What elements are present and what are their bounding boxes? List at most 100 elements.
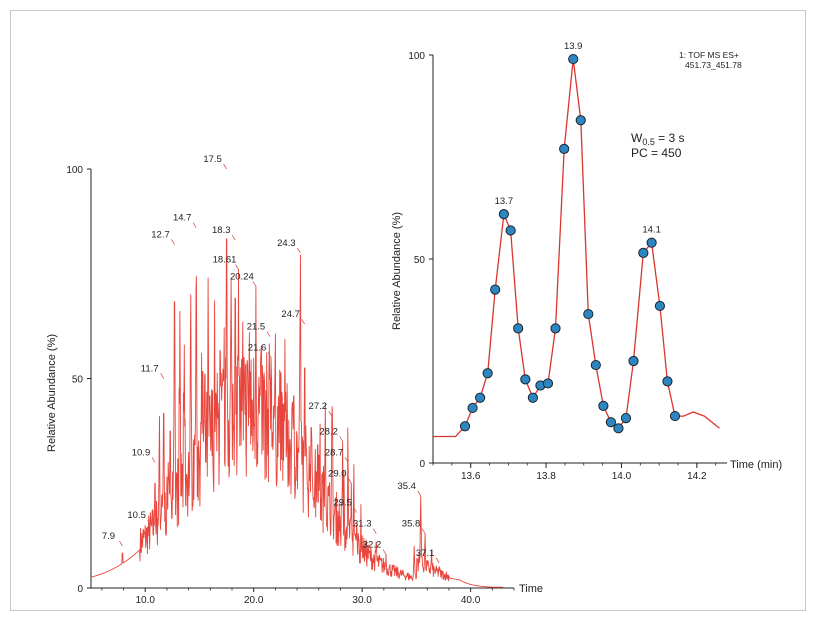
left-peak-leader bbox=[339, 436, 343, 442]
left-peak-label-text: 17.5 bbox=[203, 154, 222, 165]
left-peak-label: 10.9 bbox=[132, 447, 156, 463]
left-peak-label: 14.7 bbox=[173, 213, 197, 228]
left-peak-leader bbox=[192, 222, 197, 228]
right-x-tick-14.0: 14.0 bbox=[612, 471, 632, 482]
data-point-marker bbox=[467, 402, 478, 414]
left-y-axis-title: Relative Abundance (%) bbox=[46, 334, 58, 452]
left-peak-label-text: 29.0 bbox=[328, 468, 347, 479]
data-point-marker bbox=[520, 374, 531, 385]
left-peak-label-text: 20.24 bbox=[230, 271, 254, 282]
left-peak-leader bbox=[231, 235, 236, 241]
peak-width-value: = 3 s bbox=[655, 131, 685, 145]
data-point-marker bbox=[605, 417, 617, 428]
left-peak-label: 32.2 bbox=[363, 539, 387, 555]
left-peak-label: 31.3 bbox=[353, 519, 377, 534]
left-x-tick-30: 30.0 bbox=[352, 595, 372, 606]
left-peak-label-text: 35.4 bbox=[397, 481, 416, 492]
left-peak-label-text: 24.7 bbox=[281, 309, 300, 320]
left-peak-label-text: 18.61 bbox=[213, 255, 237, 266]
data-point-marker bbox=[550, 323, 561, 334]
left-peak-leader bbox=[267, 352, 272, 358]
data-point-marker bbox=[654, 300, 666, 312]
peak-capacity-annotation: PC = 450 bbox=[631, 146, 682, 160]
instrument-line-2: 451.73_451.78 bbox=[685, 60, 742, 70]
data-point-marker bbox=[482, 368, 493, 379]
left-peak-label: 28.7 bbox=[325, 447, 349, 463]
left-peak-label: 17.5 bbox=[203, 154, 227, 170]
left-peak-leader bbox=[223, 163, 227, 170]
left-peak-leader bbox=[266, 331, 271, 337]
chromatogram-figure: Relative Abundance (%) 0 50 100 10.0 20.… bbox=[46, 41, 782, 606]
data-point-marker bbox=[490, 284, 501, 295]
left-peak-label: 29.5 bbox=[333, 498, 358, 513]
left-peak-label-text: 28.2 bbox=[319, 426, 338, 437]
left-peak-leader bbox=[421, 528, 426, 534]
left-peak-leader bbox=[435, 557, 440, 564]
left-peak-label-text: 21.5 bbox=[247, 322, 266, 333]
data-point-marker bbox=[590, 359, 601, 371]
left-peak-label-text: 35.8 bbox=[402, 519, 421, 530]
full-chromatogram-chart: Relative Abundance (%) 0 50 100 10.0 20.… bbox=[46, 154, 543, 606]
left-peak-label: 24.7 bbox=[281, 309, 306, 325]
right-peak-label-text: 14.1 bbox=[642, 225, 661, 236]
left-axes bbox=[87, 168, 515, 592]
left-peak-labels: 7.9 10.5 10.9 11.7 12.714.7 17.5 18.3 18.61 20.2… bbox=[102, 154, 440, 564]
right-peak-label-text: 13.7 bbox=[495, 196, 514, 207]
left-peak-label-text: 29.5 bbox=[333, 498, 352, 509]
left-peak-label: 37.1 bbox=[416, 548, 440, 564]
left-peak-label-text: 12.7 bbox=[151, 229, 170, 240]
left-peak-label: 21.5 bbox=[247, 322, 271, 337]
left-peak-label-text: 27.2 bbox=[309, 401, 328, 412]
left-peak-label-text: 10.9 bbox=[132, 447, 151, 458]
left-peak-label-text: 7.9 bbox=[102, 531, 115, 542]
data-point-marker bbox=[583, 308, 594, 320]
left-peak-label: 35.8 bbox=[402, 519, 426, 534]
right-y-tick-0: 0 bbox=[419, 459, 425, 470]
data-point-marker bbox=[505, 225, 516, 236]
left-peak-leader bbox=[151, 457, 156, 463]
data-point-marker bbox=[513, 323, 524, 334]
data-point-marker bbox=[542, 378, 554, 389]
data-point-marker bbox=[613, 423, 624, 434]
left-peak-leader bbox=[160, 373, 165, 379]
left-peak-label-text: 14.7 bbox=[173, 213, 192, 224]
peak-width-subscript: 0.5 bbox=[642, 137, 655, 147]
right-peak-label-text: 13.9 bbox=[564, 41, 583, 52]
right-peak-labels: 13.7 13.9 14.1 bbox=[495, 41, 661, 236]
right-peak-trace bbox=[464, 59, 676, 430]
left-peak-leader bbox=[328, 411, 333, 417]
left-x-tick-20: 20.0 bbox=[244, 595, 264, 606]
right-y-tick-100: 100 bbox=[408, 51, 425, 62]
left-peak-leader bbox=[372, 528, 377, 534]
data-point-marker bbox=[646, 237, 657, 248]
left-peak-label: 35.4 bbox=[397, 481, 422, 497]
left-peak-label: 28.2 bbox=[319, 426, 343, 442]
data-point-marker bbox=[459, 421, 471, 432]
right-axes bbox=[429, 54, 727, 468]
data-point-marker bbox=[662, 376, 673, 387]
left-peak-label: 29.0 bbox=[328, 468, 352, 484]
left-peak-label: 21.6 bbox=[248, 343, 272, 358]
data-point-marker bbox=[475, 392, 486, 403]
left-peak-label: 12.7 bbox=[151, 229, 175, 245]
data-point-marker bbox=[669, 410, 681, 422]
right-y-axis-title: Relative Abundance (%) bbox=[391, 212, 403, 330]
left-peak-leader bbox=[235, 264, 239, 270]
data-point-marker bbox=[568, 53, 579, 65]
left-peak-label: 10.5 bbox=[127, 510, 151, 526]
left-peak-label-text: 18.3 bbox=[212, 225, 231, 236]
left-y-ticks: 0 50 100 bbox=[66, 165, 83, 595]
left-x-axis-title: Time bbox=[519, 583, 543, 595]
right-x-tick-14.2: 14.2 bbox=[687, 471, 707, 482]
left-peak-label-text: 37.1 bbox=[416, 548, 435, 559]
left-peak-leader bbox=[147, 519, 151, 526]
left-peak-leader bbox=[296, 247, 301, 254]
left-peak-leader bbox=[382, 549, 387, 555]
left-peak-leader bbox=[252, 281, 257, 287]
left-peak-leader bbox=[171, 239, 175, 245]
data-point-marker bbox=[559, 143, 570, 154]
figure-frame: Relative Abundance (%) 0 50 100 10.0 20.… bbox=[10, 10, 806, 611]
left-peak-label-text: 21.6 bbox=[248, 343, 267, 354]
left-peak-label-text: 11.7 bbox=[141, 364, 159, 375]
left-peak-label-text: 28.7 bbox=[325, 447, 344, 458]
